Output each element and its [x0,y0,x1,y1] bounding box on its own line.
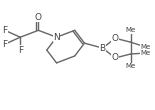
Text: Me: Me [141,50,151,56]
Text: F: F [18,46,23,55]
Text: O: O [112,53,119,62]
Text: O: O [35,13,42,22]
Text: O: O [112,34,119,43]
Text: F: F [2,26,7,35]
Text: F: F [2,40,7,49]
Text: B: B [100,44,106,53]
Text: Me: Me [125,27,136,33]
Text: Me: Me [125,63,136,69]
Text: N: N [53,33,60,42]
Text: Me: Me [141,44,151,50]
